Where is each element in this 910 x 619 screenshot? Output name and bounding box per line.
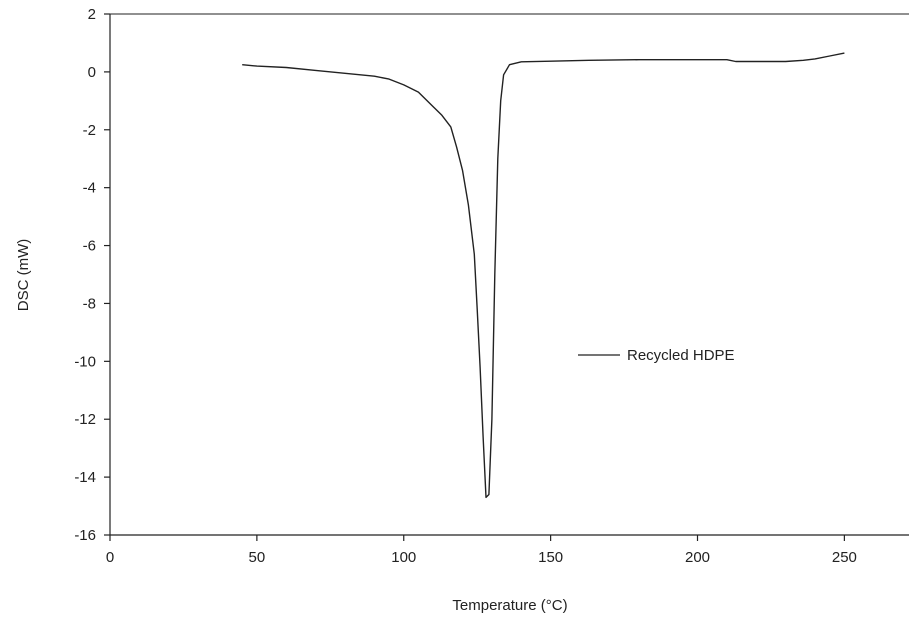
y-tick-label: -6 bbox=[83, 238, 96, 255]
x-axis-title: Temperature (°C) bbox=[452, 597, 567, 614]
y-tick-label: -14 bbox=[74, 469, 96, 486]
y-axis-ticks: 2 0 -2 -4 -6 -8 -10 -12 -14 -16 bbox=[74, 6, 110, 544]
legend-label-recycled-hdpe: Recycled HDPE bbox=[627, 347, 735, 364]
y-axis-title: DSC (mW) bbox=[15, 239, 32, 311]
y-tick-label: 0 bbox=[88, 64, 96, 81]
y-tick-label: -16 bbox=[74, 527, 96, 544]
x-axis-ticks: 0 50 100 150 200 250 bbox=[106, 535, 857, 566]
x-tick-label: 200 bbox=[685, 549, 710, 566]
x-tick-label: 100 bbox=[391, 549, 416, 566]
legend: Recycled HDPE bbox=[578, 347, 735, 364]
x-tick-label: 250 bbox=[832, 549, 857, 566]
x-tick-label: 150 bbox=[538, 549, 563, 566]
x-tick-label: 50 bbox=[249, 549, 266, 566]
x-tick-label: 0 bbox=[106, 549, 114, 566]
y-tick-label: -4 bbox=[83, 180, 96, 197]
y-tick-label: -2 bbox=[83, 122, 96, 139]
y-tick-label: 2 bbox=[88, 6, 96, 23]
axes bbox=[109, 13, 909, 536]
y-tick-label: -8 bbox=[83, 295, 96, 312]
y-tick-label: -10 bbox=[74, 353, 96, 370]
series-line-recycled-hdpe bbox=[242, 52, 845, 499]
series-layer bbox=[242, 52, 845, 499]
y-tick-label: -12 bbox=[74, 411, 96, 428]
